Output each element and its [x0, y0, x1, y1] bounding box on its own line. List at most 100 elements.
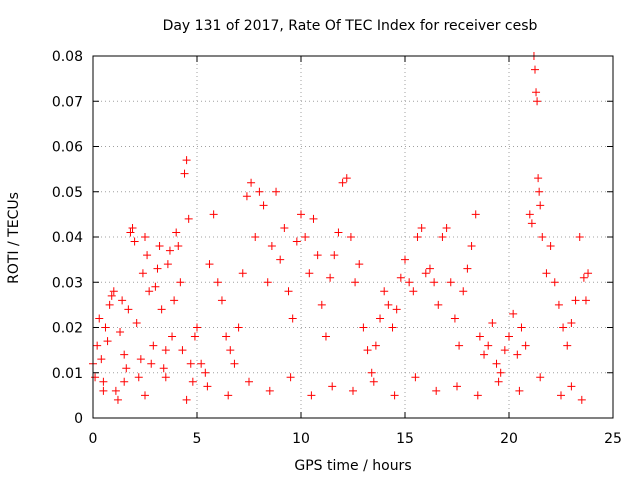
data-point: [473, 391, 482, 400]
x-axis-label: GPS time / hours: [294, 458, 411, 474]
data-point: [149, 341, 158, 350]
data-point: [313, 251, 322, 260]
data-point: [143, 251, 152, 260]
data-point: [409, 287, 418, 296]
data-point: [536, 201, 545, 210]
data-point: [550, 278, 559, 287]
data-point: [367, 368, 376, 377]
data-point: [276, 255, 285, 264]
data-point: [193, 323, 201, 332]
data-point: [136, 355, 145, 364]
data-point: [392, 305, 401, 314]
data-point: [554, 300, 563, 309]
data-point: [224, 391, 233, 400]
data-point: [213, 278, 222, 287]
data-point: [91, 373, 100, 382]
data-point: [226, 346, 235, 355]
data-point: [413, 233, 422, 241]
data-point: [438, 233, 447, 241]
data-point: [161, 346, 170, 355]
y-tick-label: 0.01: [52, 366, 83, 382]
data-point: [99, 377, 108, 386]
data-point: [230, 359, 239, 368]
data-point: [209, 210, 218, 219]
data-point: [251, 233, 260, 241]
data-point: [217, 296, 226, 305]
data-point: [234, 323, 243, 332]
data-point: [500, 346, 509, 355]
data-point: [533, 97, 542, 106]
data-point: [126, 228, 135, 237]
data-point: [242, 192, 251, 201]
data-point: [513, 350, 522, 359]
data-point: [120, 377, 129, 386]
data-point: [421, 269, 430, 278]
data-point: [101, 323, 110, 332]
data-point: [328, 382, 337, 391]
data-point: [197, 359, 206, 368]
data-point: [380, 287, 389, 296]
axis-ticks: 0 5 10 15 20 25 0 0.01 0.02 0.03 0.04 0.05 0.06 0.07 0…: [52, 49, 622, 447]
data-point: [151, 282, 160, 291]
data-point: [355, 260, 364, 269]
data-point: [321, 332, 330, 341]
data-point: [411, 373, 420, 382]
data-point: [161, 373, 170, 382]
data-point: [577, 395, 586, 404]
data-point: [203, 382, 212, 391]
data-point: [326, 273, 335, 282]
data-point: [155, 242, 164, 251]
data-point: [349, 386, 357, 395]
data-point: [446, 278, 455, 287]
data-point: [145, 287, 154, 296]
data-point: [186, 359, 195, 368]
data-point: [396, 273, 405, 282]
data-point: [147, 359, 156, 368]
data-point: [401, 255, 409, 264]
y-tick-label: 0.03: [52, 275, 83, 291]
data-point: [434, 300, 443, 309]
data-point: [222, 332, 231, 341]
data-point: [245, 377, 253, 386]
data-point: [459, 287, 468, 296]
data-point: [525, 210, 534, 219]
data-point: [105, 300, 114, 309]
data-point: [432, 386, 441, 395]
data-point: [559, 323, 568, 332]
data-point: [182, 395, 191, 404]
data-point: [515, 386, 524, 395]
data-point: [538, 233, 547, 241]
y-tick-label: 0.04: [52, 230, 83, 246]
data-point: [480, 350, 489, 359]
data-point: [467, 242, 476, 251]
data-point: [405, 278, 414, 287]
data-point: [455, 341, 464, 350]
data-point: [542, 269, 551, 278]
data-points: [89, 52, 593, 404]
x-tick-label: 25: [604, 431, 622, 447]
data-point: [532, 88, 541, 97]
data-point: [330, 251, 339, 260]
y-tick-label: 0: [74, 411, 83, 427]
data-point: [122, 364, 131, 373]
data-point: [178, 346, 187, 355]
data-point: [425, 264, 434, 273]
data-point: [141, 391, 149, 400]
data-point: [505, 332, 513, 341]
data-point: [527, 219, 536, 228]
data-point: [118, 296, 127, 305]
data-point: [116, 328, 125, 337]
data-point: [492, 359, 501, 368]
data-point: [168, 332, 177, 341]
data-point: [188, 377, 197, 386]
data-point: [130, 237, 139, 246]
data-point: [579, 273, 588, 282]
data-point: [338, 178, 347, 187]
data-point: [288, 314, 297, 323]
data-point: [280, 223, 289, 232]
data-point: [141, 233, 149, 241]
data-point: [546, 242, 555, 251]
x-tick-label: 15: [396, 431, 414, 447]
data-point: [346, 233, 355, 241]
